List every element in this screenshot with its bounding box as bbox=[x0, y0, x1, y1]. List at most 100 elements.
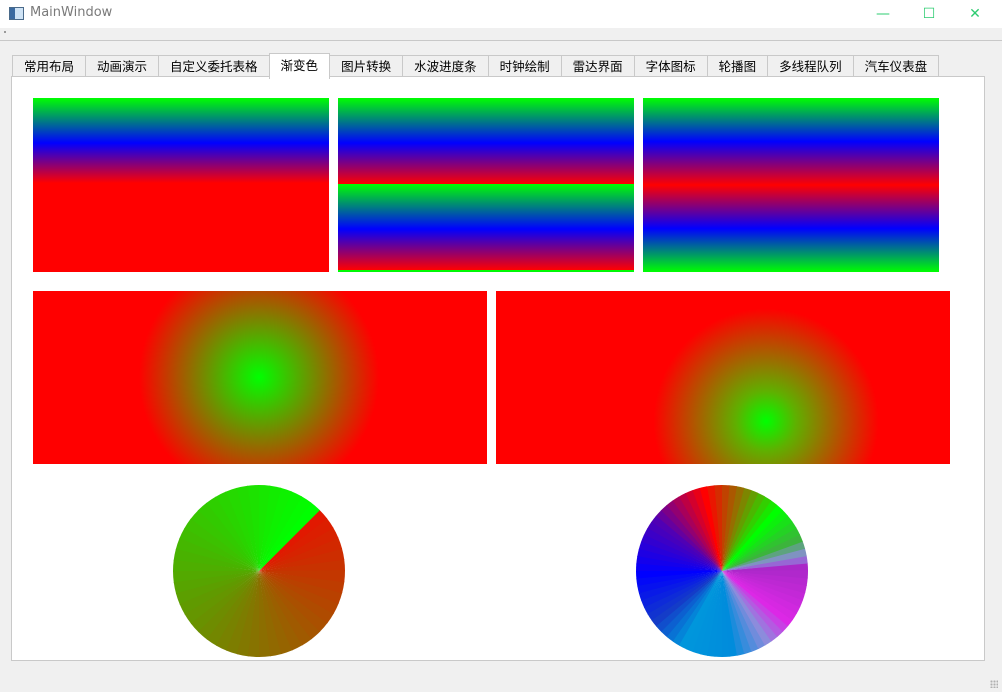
pie-wedge bbox=[722, 515, 793, 571]
pie-wedge bbox=[722, 571, 808, 586]
pie-wedge bbox=[179, 528, 259, 571]
pie-wedge bbox=[184, 571, 259, 625]
pie-wedge bbox=[722, 527, 800, 571]
linear-gradient-reflect-canvas bbox=[643, 98, 939, 272]
linear-gradient-repeat-canvas bbox=[338, 98, 634, 272]
pie-wedge bbox=[722, 571, 773, 646]
pie-wedge bbox=[636, 556, 722, 571]
pie-wedge bbox=[236, 571, 259, 657]
resize-grip[interactable] bbox=[990, 680, 998, 688]
pie-wedge bbox=[259, 485, 282, 571]
pie-wedge bbox=[226, 571, 259, 655]
pie-wedge bbox=[722, 571, 804, 608]
pie-wedge bbox=[722, 489, 759, 571]
pie-wedge bbox=[247, 571, 260, 657]
pie-wedge bbox=[259, 571, 321, 640]
pie-wedge bbox=[259, 571, 303, 651]
pie-wedge bbox=[643, 528, 722, 571]
tab-thread-queue[interactable]: 多线程队列 bbox=[767, 55, 854, 78]
pie-wedge bbox=[641, 571, 722, 609]
pie-wedge bbox=[636, 563, 722, 572]
pie-wedge bbox=[666, 571, 722, 642]
gradient-tab-panel bbox=[11, 76, 985, 661]
pie-wedge bbox=[685, 571, 722, 653]
pie-wedge bbox=[198, 571, 259, 640]
close-button[interactable]: ✕ bbox=[969, 6, 981, 22]
pie-wedge bbox=[215, 491, 259, 571]
pie-wedge bbox=[259, 537, 343, 571]
tab-font-icons[interactable]: 字体图标 bbox=[633, 55, 708, 78]
pie-wedge bbox=[722, 571, 760, 652]
pie-wedge bbox=[259, 571, 334, 624]
pie-wedge bbox=[225, 487, 259, 571]
pie-wedge bbox=[722, 533, 803, 571]
pie-wedge bbox=[692, 571, 722, 655]
pie-wedge bbox=[722, 540, 806, 571]
pie-wedge bbox=[259, 502, 320, 571]
pie-wedge bbox=[259, 527, 339, 571]
pie-wedge bbox=[722, 571, 807, 594]
pie-wedge bbox=[259, 571, 343, 604]
conical-gradient-pie-multicolor bbox=[636, 485, 808, 657]
pie-wedge bbox=[258, 485, 271, 571]
tab-water-progress[interactable]: 水波进度条 bbox=[402, 55, 489, 78]
pie-wedge bbox=[722, 571, 766, 649]
pie-wedge bbox=[638, 571, 722, 602]
pie-wedge bbox=[651, 571, 722, 627]
pie-wedge bbox=[671, 496, 722, 571]
pie-wedge bbox=[638, 541, 722, 571]
pie-wedge bbox=[722, 571, 789, 632]
pie-wedge bbox=[259, 487, 292, 571]
tab-gradient[interactable]: 渐变色 bbox=[268, 53, 331, 79]
pie-wedge bbox=[205, 496, 259, 571]
pie-wedge bbox=[722, 571, 778, 642]
tab-radar[interactable]: 雷达界面 bbox=[560, 55, 635, 78]
pie-wedge bbox=[259, 570, 345, 583]
pie-wedge bbox=[637, 548, 722, 571]
pie-wedge bbox=[672, 571, 722, 646]
pie-wedge bbox=[259, 571, 328, 632]
tab-car-dashboard[interactable]: 汽车仪表盘 bbox=[852, 55, 940, 78]
pie-wedge bbox=[651, 515, 722, 571]
pie-wedge bbox=[722, 571, 801, 614]
minimize-button[interactable]: — bbox=[876, 6, 890, 22]
pie-wedge bbox=[722, 485, 737, 571]
pie-wedge bbox=[722, 520, 797, 571]
pie-wedge bbox=[722, 571, 753, 655]
pie-wedge bbox=[197, 502, 259, 571]
pie-wedge bbox=[707, 571, 722, 657]
pie-wedge bbox=[647, 521, 722, 571]
maximize-button[interactable]: ☐ bbox=[922, 6, 936, 22]
pie-wedge bbox=[722, 571, 806, 601]
pie-wedge bbox=[259, 571, 339, 614]
pie-wedge bbox=[259, 496, 312, 571]
pie-wedge bbox=[714, 571, 723, 657]
pie-wedge bbox=[190, 510, 259, 571]
pie-wedge bbox=[722, 509, 788, 571]
tab-animation-demo[interactable]: 动画演示 bbox=[85, 55, 160, 78]
pie-wedge bbox=[175, 538, 259, 571]
pie-wedge bbox=[656, 571, 722, 633]
pie-wedge bbox=[722, 492, 765, 571]
pie-wedge bbox=[206, 571, 259, 646]
pie-wedge bbox=[173, 559, 259, 572]
pie-wedge bbox=[722, 500, 778, 571]
pie-wedge bbox=[722, 571, 793, 627]
window-title: MainWindow bbox=[30, 5, 113, 20]
pie-wedge bbox=[184, 518, 259, 571]
pie-wedge bbox=[647, 571, 722, 622]
radial-gradient-centered-canvas bbox=[33, 291, 487, 464]
pie-wedge bbox=[721, 485, 730, 571]
tab-clock-drawing[interactable]: 时钟绘制 bbox=[487, 55, 562, 78]
tab-carousel[interactable]: 轮播图 bbox=[706, 55, 769, 78]
pie-wedge bbox=[640, 534, 722, 571]
pie-wedge bbox=[722, 571, 797, 621]
tab-image-convert[interactable]: 图片转换 bbox=[329, 55, 404, 78]
tab-common-layout[interactable]: 常用布局 bbox=[12, 55, 87, 78]
pie-wedge bbox=[644, 571, 722, 615]
pie-wedge bbox=[722, 487, 752, 571]
tab-bar: 常用布局 动画演示 自定义委托表格 渐变色 图片转换 水波进度条 时钟绘制 雷达… bbox=[12, 53, 940, 79]
pie-wedge bbox=[173, 548, 259, 571]
pie-wedge bbox=[661, 571, 722, 638]
tab-custom-delegate-table[interactable]: 自定义委托表格 bbox=[158, 55, 270, 78]
